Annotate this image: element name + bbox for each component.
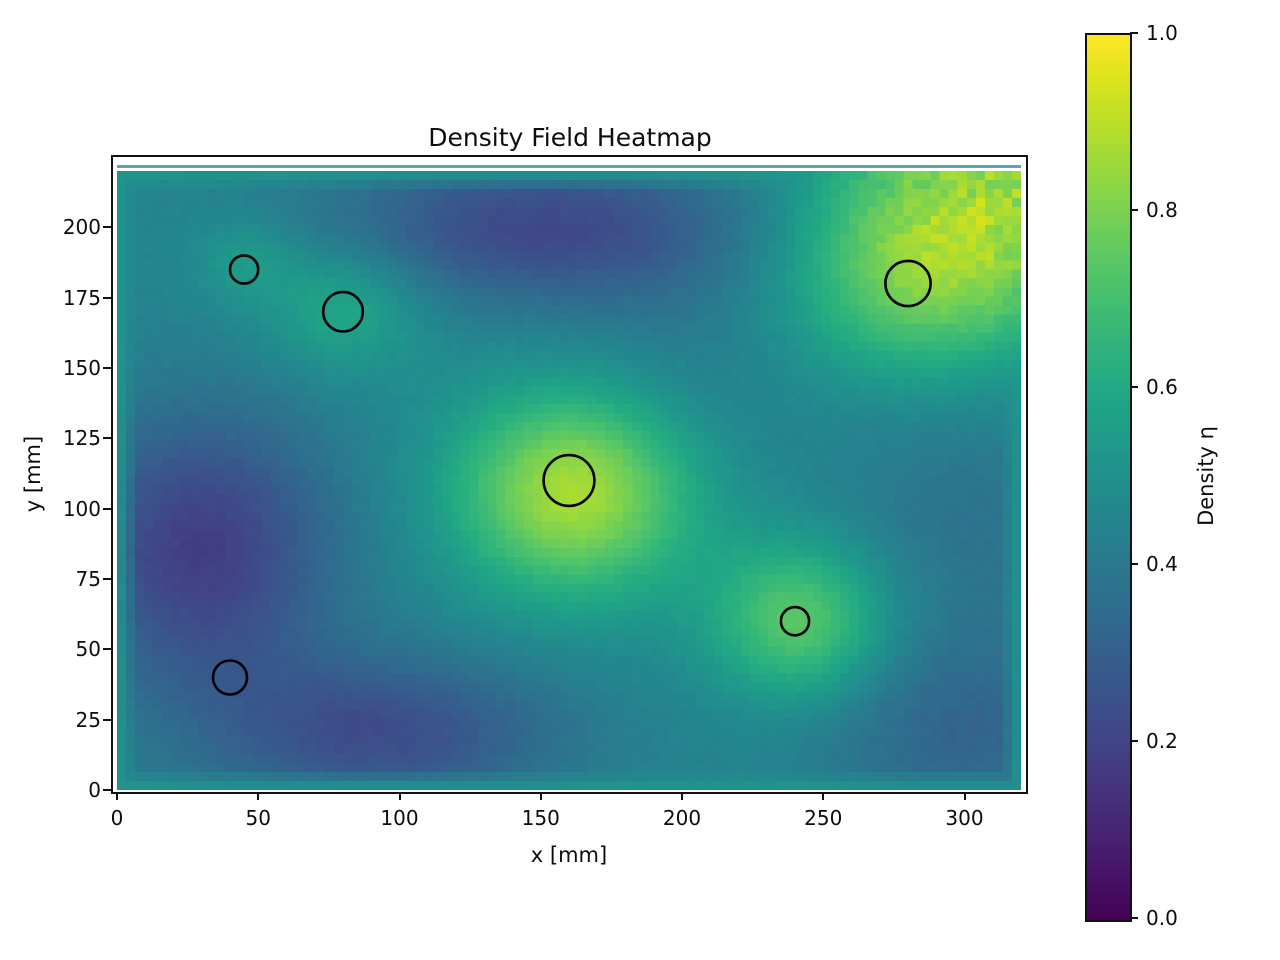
colorbar-tick-mark (1130, 386, 1138, 388)
colorbar-tick-label: 0.4 (1146, 552, 1178, 576)
x-tick-mark (539, 792, 542, 800)
y-tick-mark (103, 577, 111, 580)
plot-title: Density Field Heatmap (428, 123, 712, 152)
x-tick-mark (116, 792, 118, 800)
x-tick-mark (681, 792, 683, 800)
colorbar-tick-label: 0.6 (1146, 375, 1178, 399)
x-tick-label: 200 (662, 806, 702, 830)
colorbar-tick-label: 0.0 (1146, 906, 1178, 930)
y-tick-label: 125 (62, 426, 101, 451)
x-tick-label: 50 (245, 806, 271, 830)
x-tick-mark (398, 792, 401, 800)
x-tick-mark (963, 792, 966, 800)
y-tick-label: 100 (62, 496, 101, 521)
colorbar-tick-label: 1.0 (1146, 21, 1178, 45)
colorbar (1085, 33, 1132, 922)
y-tick-mark (103, 789, 111, 791)
y-tick-mark (103, 648, 111, 651)
x-tick-label: 100 (380, 806, 419, 830)
colorbar-tick-mark (1130, 209, 1138, 211)
y-tick-mark (103, 437, 111, 440)
inclusion-circle (779, 605, 811, 637)
x-tick-mark (822, 792, 825, 800)
y-tick-label: 175 (62, 285, 101, 310)
colorbar-tick-mark (1130, 917, 1138, 919)
inclusion-circle (228, 254, 260, 285)
y-tick-mark (103, 366, 111, 369)
colorbar-tick-mark (1130, 563, 1138, 565)
y-axis-label: y [mm] (21, 435, 45, 513)
colorbar-tick-mark (1130, 740, 1138, 742)
y-tick-label: 25 (75, 707, 101, 732)
colorbar-label: Density η (1194, 426, 1218, 526)
x-tick-label: 150 (521, 806, 560, 830)
inclusion-circle (542, 453, 596, 508)
y-tick-mark (103, 718, 111, 721)
top-edge-strip (117, 165, 1021, 168)
y-tick-mark (103, 226, 111, 229)
x-axis-label: x [mm] (530, 843, 608, 867)
y-tick-label: 150 (62, 355, 101, 380)
inclusion-circle (884, 259, 932, 308)
colorbar-tick-label: 0.8 (1146, 198, 1178, 222)
inclusion-markers (211, 254, 932, 696)
x-tick-label: 300 (945, 806, 984, 830)
inclusion-circle (211, 659, 249, 696)
y-tick-label: 200 (62, 215, 101, 240)
colorbar-tick-mark (1130, 32, 1138, 34)
y-tick-mark (103, 507, 111, 510)
y-tick-label: 75 (75, 566, 101, 591)
y-tick-mark (103, 296, 111, 299)
y-tick-label: 50 (75, 637, 101, 662)
colorbar-tick-label: 0.2 (1146, 729, 1178, 753)
x-tick-label: 0 (110, 806, 124, 830)
inclusion-circle (321, 290, 365, 333)
x-tick-label: 250 (804, 806, 843, 830)
heatmap-image (117, 171, 1021, 790)
x-tick-mark (257, 792, 260, 800)
y-tick-label: 0 (88, 778, 101, 802)
